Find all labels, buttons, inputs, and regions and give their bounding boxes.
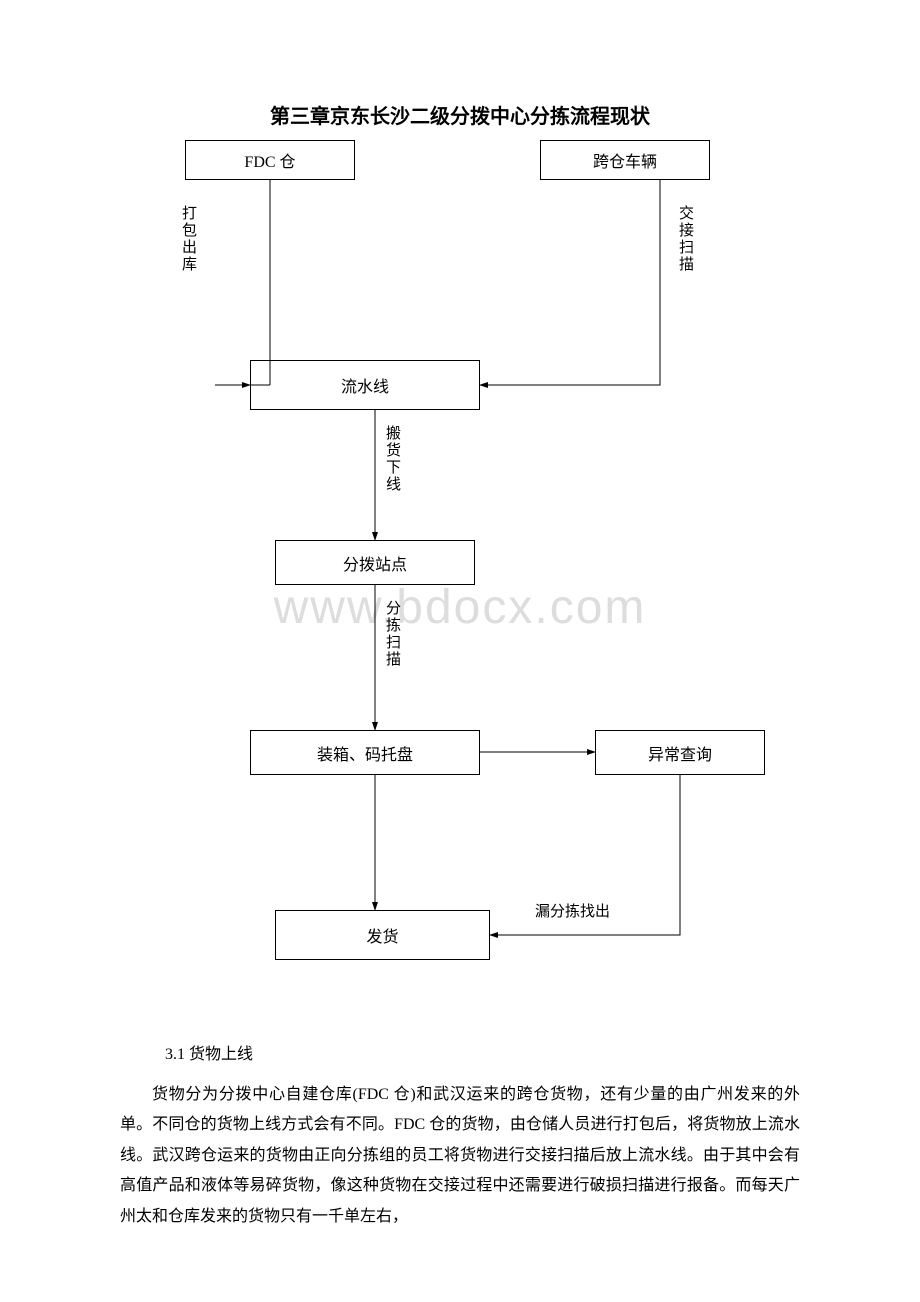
node-fdc: FDC 仓 (185, 140, 355, 180)
node-line: 流水线 (250, 360, 480, 410)
edge-label-fenjian: 分拣扫描 (382, 600, 403, 668)
node-yich: 异常查询 (595, 730, 765, 775)
edge-label-jiaojie: 交接扫描 (675, 205, 696, 273)
node-kuaca: 跨仓车辆 (540, 140, 710, 180)
section-heading: 3.1 货物上线 (165, 1040, 253, 1064)
node-fahuo: 发货 (275, 910, 490, 960)
edge-label-loufen: 漏分拣找出 (535, 900, 610, 921)
edge-label-banhuo: 搬货下线 (382, 425, 403, 493)
edge-label-dabao: 打包出库 (178, 205, 199, 273)
flowchart-container: FDC 仓 跨仓车辆 流水线 分拨站点 装箱、码托盘 异常查询 发货 打包出库 … (120, 140, 800, 1010)
section-paragraph: 货物分为分拨中心自建仓库(FDC 仓)和武汉运来的跨仓货物，还有少量的由广州发来… (120, 1080, 800, 1232)
node-zhuang: 装箱、码托盘 (250, 730, 480, 775)
node-fenbo: 分拨站点 (275, 540, 475, 585)
page-title: 第三章京东长沙二级分拨中心分拣流程现状 (0, 100, 920, 129)
